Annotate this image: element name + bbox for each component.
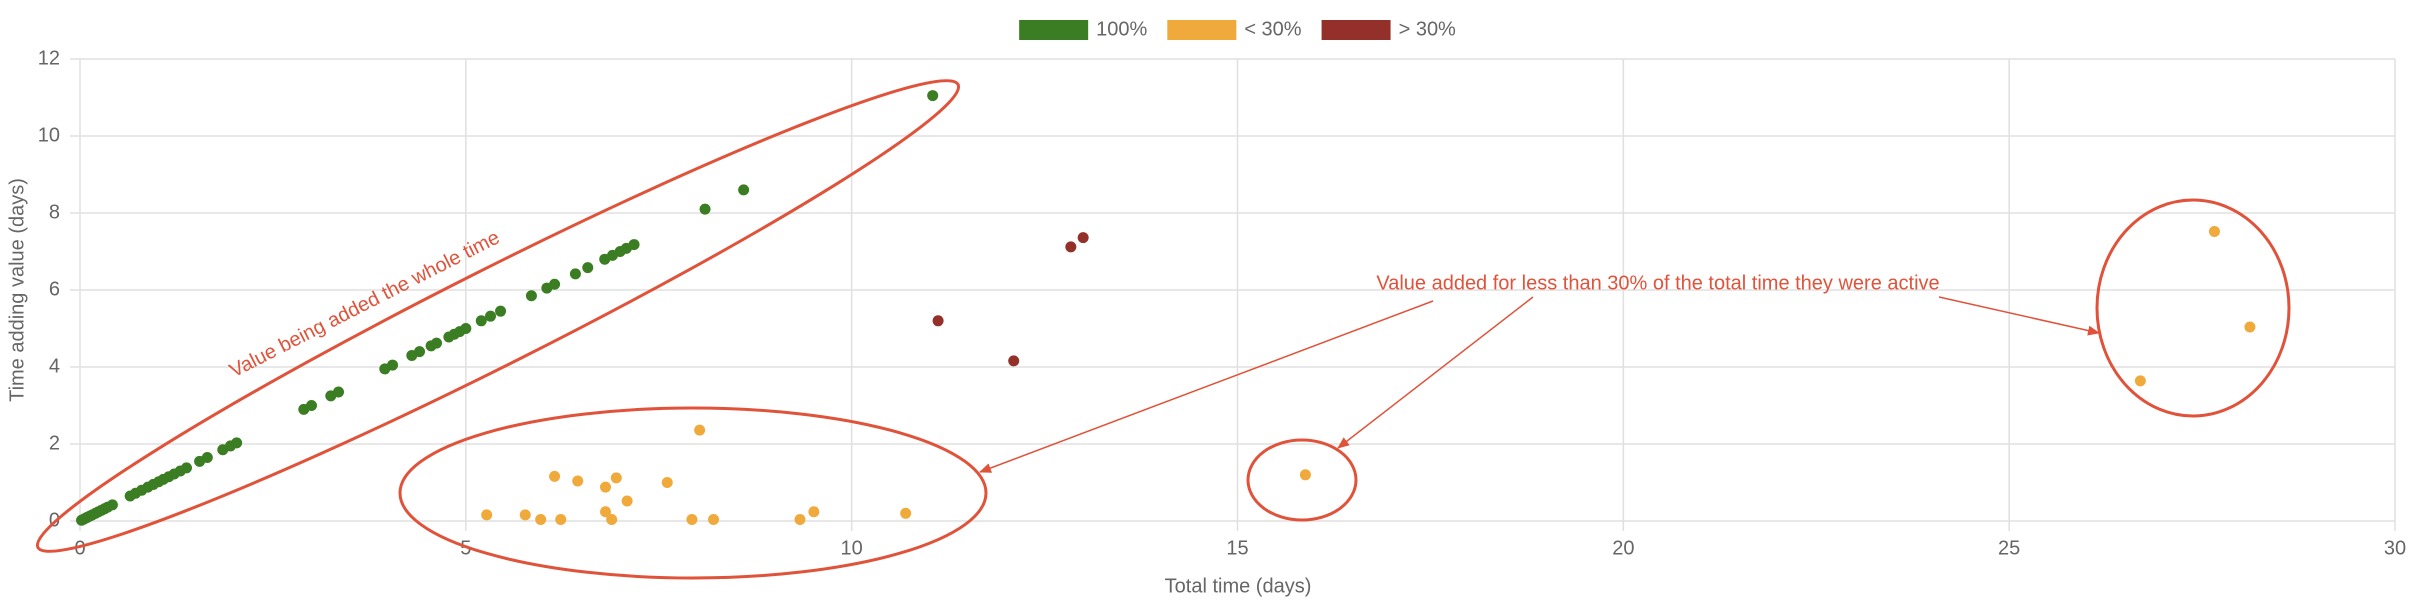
legend-item[interactable]: 100% [1019,18,1148,40]
y-axis-label: Time adding value (days) [6,178,28,402]
annotation-ellipse [1246,438,1358,522]
point [231,437,243,449]
y-tick-label: 8 [49,201,60,223]
point [2244,321,2256,333]
point [495,305,507,317]
point [201,451,213,463]
point [1299,469,1311,481]
annotation-arrow [979,300,1434,473]
legend-swatch [1167,20,1237,40]
point [1008,355,1020,367]
annotation-ellipse [2095,198,2291,418]
point [555,513,567,525]
x-axis-label: Total time (days) [1165,575,1312,597]
point [387,359,399,371]
legend-label: 100% [1096,18,1147,40]
point [549,278,561,290]
point [661,477,673,488]
x-tick-label: 20 [1612,537,1634,559]
x-tick-label: 15 [1226,537,1248,559]
y-tick-label: 10 [38,124,60,146]
point [525,290,537,302]
annotation-ellipse [398,406,988,580]
annotation-ellipse [35,79,961,553]
point [686,513,698,525]
point [694,424,706,436]
point [699,203,711,215]
y-tick-label: 6 [49,278,60,300]
point [1065,241,1077,253]
annotation-arrow [1337,296,1534,449]
annotation-arrow [1938,296,2100,336]
x-tick-label: 10 [841,537,863,559]
point [180,462,192,474]
point [582,262,594,274]
legend-item[interactable]: < 30% [1167,18,1302,40]
legend-label: > 30% [1399,18,1456,40]
point [306,400,317,411]
point [431,337,443,349]
x-tick-label: 30 [2384,537,2406,559]
point [628,239,640,251]
point [600,481,612,493]
point [600,506,612,518]
point [738,184,750,196]
legend-swatch [1019,20,1089,40]
point [1077,232,1089,244]
legend-swatch [1321,20,1391,40]
x-tick-label: 25 [1998,537,2020,559]
legend: 100% < 30% > 30% [1019,18,1456,40]
point [621,495,633,507]
point [900,507,912,519]
point [932,315,944,327]
point [481,509,493,521]
y-tick-label: 2 [49,432,60,454]
point [610,472,622,484]
y-tick-label: 4 [49,355,60,377]
point [106,499,118,511]
annotation-text: Value being added the whole time [226,226,503,382]
legend-label: < 30% [1244,18,1301,40]
point [549,470,561,482]
point [414,346,426,358]
point [519,509,531,521]
point [708,513,720,525]
point [333,386,345,398]
point [794,513,806,525]
point [485,310,497,322]
y-tick-label: 12 [38,47,60,69]
point [2134,375,2146,387]
point [535,513,547,525]
point [572,475,584,487]
point [927,90,939,102]
point [808,506,820,518]
point [606,513,618,525]
point [475,315,487,327]
legend-item[interactable]: > 30% [1321,18,1456,40]
annotation-text: Value added for less than 30% of the tot… [1376,272,1939,294]
point [2208,225,2220,237]
annotations: Value being added the whole time Value a… [35,79,2291,580]
point [569,268,581,280]
x-tick-label: 0 [74,537,85,559]
points [76,90,2256,526]
point [460,323,472,334]
